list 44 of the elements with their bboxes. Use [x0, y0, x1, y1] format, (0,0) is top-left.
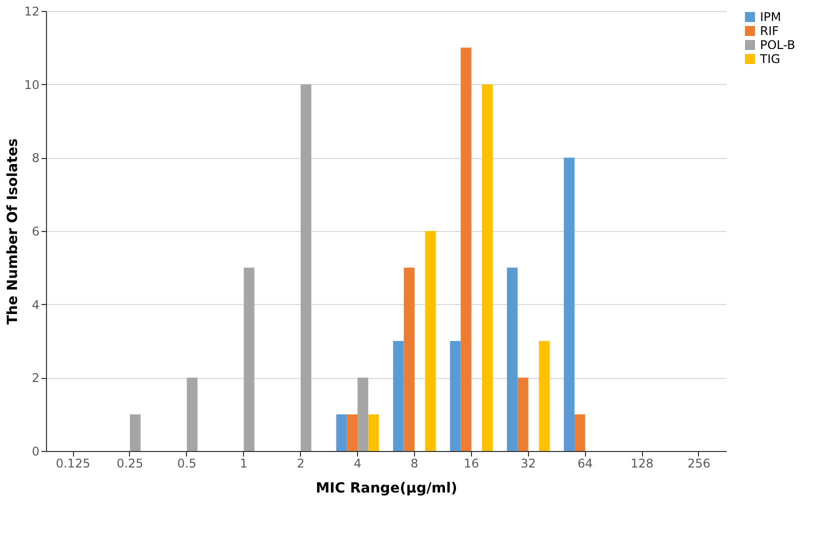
bar	[506, 268, 518, 451]
y-tick-label: 4	[32, 298, 40, 312]
bar	[538, 341, 550, 451]
x-tick-label: 256	[688, 456, 710, 470]
x-tick-label: 4	[354, 456, 362, 470]
bar	[450, 341, 461, 451]
bar	[460, 48, 472, 451]
x-tick-label: 128	[630, 456, 654, 470]
y-axis-title: The Number Of Isolates	[5, 138, 22, 325]
x-tick-label: 8	[410, 456, 418, 470]
y-tick-label: 0	[32, 444, 40, 458]
bar	[404, 268, 414, 451]
bar	[425, 231, 436, 451]
x-tick-label: 32	[520, 456, 536, 470]
bar	[482, 84, 493, 451]
legend-label: RIF	[760, 24, 779, 38]
legend-label: IPM	[760, 10, 782, 24]
bar	[130, 414, 141, 451]
bar	[300, 84, 312, 451]
x-tick-label: 16	[464, 456, 479, 470]
x-tick-label: 0.25	[116, 456, 144, 470]
x-tick-label: 2	[296, 456, 304, 470]
x-tick-label: 0.5	[177, 456, 196, 470]
legend-label: POL-B	[760, 38, 796, 52]
bar	[358, 378, 368, 451]
bar	[346, 414, 358, 451]
y-tick-label: 8	[32, 151, 40, 166]
bar	[244, 268, 254, 451]
bar	[518, 378, 528, 451]
bar	[574, 414, 586, 451]
bar	[336, 414, 347, 451]
y-tick-label: 12	[24, 4, 40, 18]
legend-label: TIG	[759, 52, 780, 66]
x-tick-label: 64	[578, 456, 593, 470]
bar	[564, 158, 574, 451]
bar	[368, 414, 379, 451]
bar	[186, 378, 198, 451]
y-tick-label: 6	[32, 224, 40, 238]
x-tick-label: 0.125	[56, 456, 90, 470]
y-tick-label: 10	[24, 78, 40, 92]
y-tick-label: 2	[32, 371, 40, 386]
x-axis-title: MIC Range(µg/ml)	[316, 480, 458, 496]
bar	[393, 341, 404, 451]
x-tick-label: 1	[240, 456, 248, 470]
